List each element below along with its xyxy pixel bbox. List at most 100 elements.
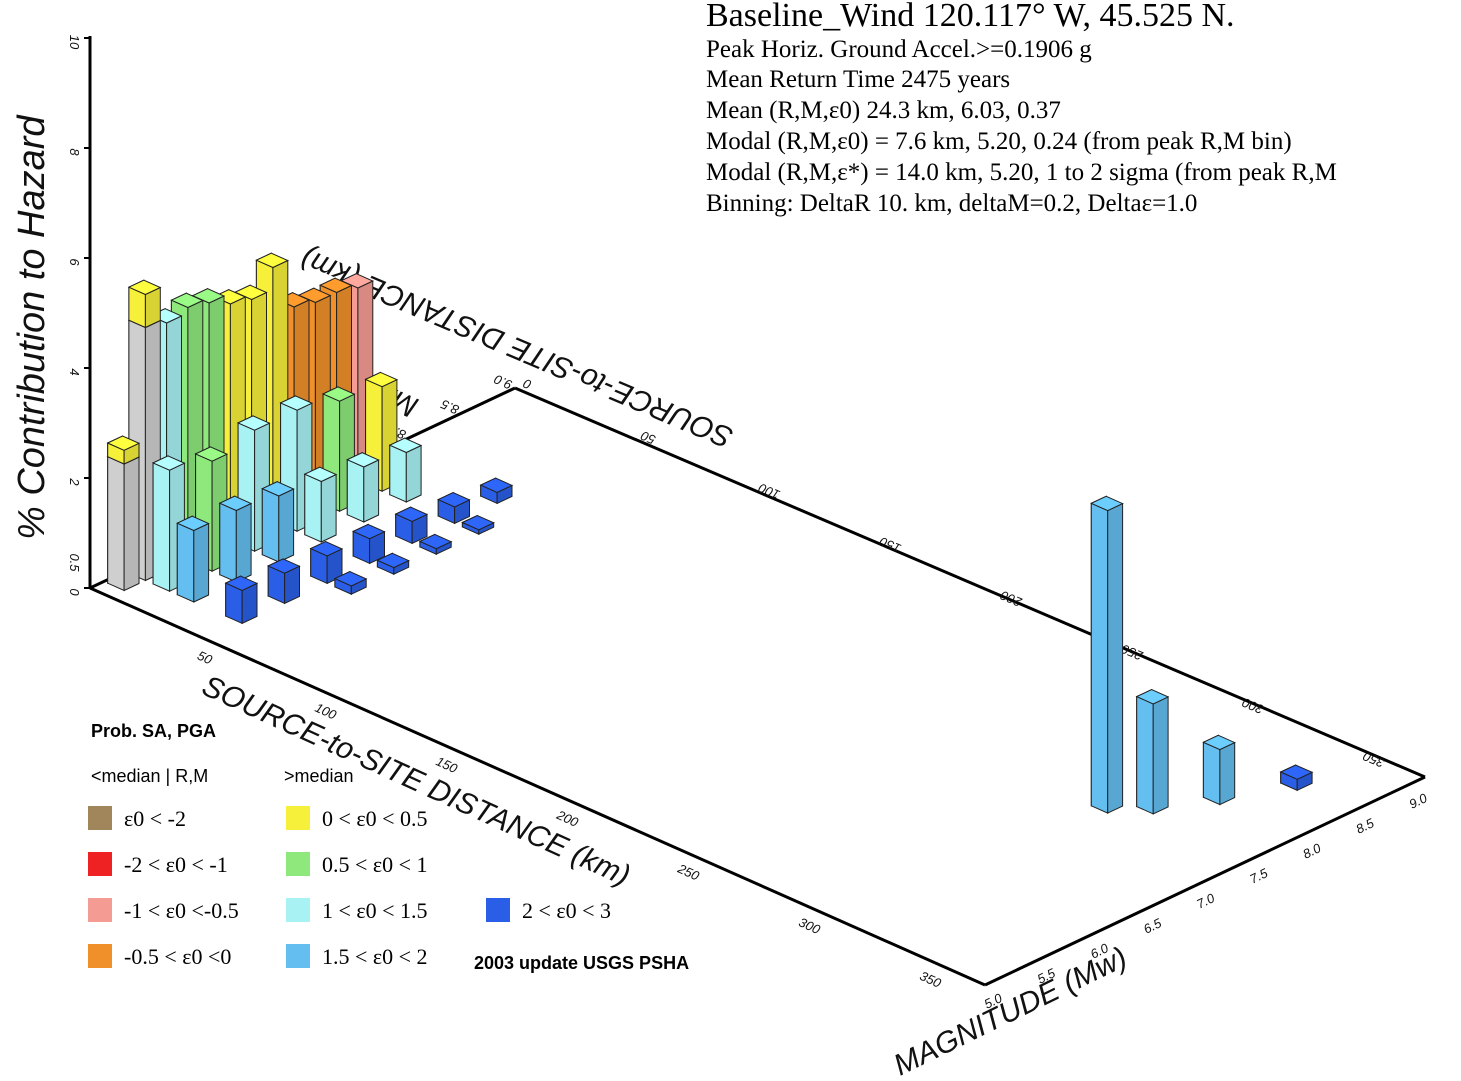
legend-item: 1.5 < ε0 < 2 (286, 944, 428, 969)
hazard-bar (333, 570, 368, 595)
legend-swatch (286, 944, 310, 968)
hazard-bar (1135, 688, 1170, 815)
z-tick-label: 0 (67, 588, 82, 596)
bar-segment-side-face (123, 456, 140, 592)
z-axis-title: % Contribution to Hazard (11, 114, 53, 540)
hazard-bar (309, 540, 344, 585)
bar-segment-top-face (212, 289, 247, 305)
legend: Prob. SA, PGA <median | R,M >median ε0 <… (88, 721, 689, 973)
hazard-bar (266, 558, 301, 605)
z-tick-label: 10 (67, 35, 82, 50)
bar-segment-top-face (351, 523, 386, 540)
bar-segment-top-face (266, 558, 301, 574)
legend-item: -1 < ε0 <-0.5 (88, 898, 239, 923)
bar-segment-top-face (106, 435, 141, 451)
bar-segment-top-face (224, 575, 259, 591)
legend-below-median-label: <median | R,M (91, 766, 208, 786)
right-magnitude-axis-line (984, 775, 1426, 987)
bar-segment-top-face (1090, 495, 1124, 512)
legend-items: ε0 < -2 -2 < ε0 < -1 -1 < ε0 <-0.5 -0.5 < ε… (88, 806, 611, 969)
back-distance-tick-label: 100 (756, 480, 783, 503)
hazard-bar (388, 437, 423, 503)
info-line: Binning: DeltaR 10. km, deltaM=0.2, Delt… (706, 190, 1197, 217)
magnitude-tick-label: 6.5 (1141, 915, 1165, 937)
legend-swatch (286, 852, 310, 876)
bar-segment-top-face (333, 571, 368, 587)
bar-segment-top-face (461, 514, 495, 531)
legend-item: ε0 < -2 (88, 806, 186, 831)
legend-swatch (88, 852, 112, 876)
legend-item: 2 < ε0 < 3 (486, 898, 611, 923)
bar-segment-top-face (194, 446, 229, 462)
bar-segment-top-face (236, 415, 271, 431)
legend-item: -2 < ε0 < -1 (88, 852, 228, 877)
back-distance-tick-label: 0 (520, 376, 533, 393)
magnitude-tick-label: 6.0 (1088, 940, 1112, 962)
legend-swatch (286, 898, 310, 922)
front-distance-tick-label: 300 (797, 914, 824, 937)
bar-segment-top-face (346, 452, 380, 468)
hazard-bar (106, 435, 141, 592)
bar-segment-side-face (363, 459, 380, 523)
legend-label: ε0 < -2 (124, 806, 186, 831)
bar-segment-top-face (1202, 734, 1236, 751)
bar-segment-side-face (1152, 696, 1169, 815)
hazard-bar (394, 506, 429, 545)
bar-segment-top-face (318, 277, 353, 294)
legend-heading: Prob. SA, PGA (91, 721, 216, 741)
legend-label: 0 < ε0 < 0.5 (322, 806, 428, 831)
bar-segment-side-face (405, 444, 422, 503)
bar-segment-side-face (320, 473, 337, 543)
hazard-bar (461, 514, 495, 535)
hazard-bar (1202, 734, 1236, 806)
front-distance-axis-line (89, 586, 986, 987)
legend-label: 0.5 < ε0 < 1 (322, 852, 428, 877)
legend-label: 1 < ε0 < 1.5 (322, 898, 428, 923)
back-magnitude-tick-label: 8.5 (438, 396, 461, 417)
bar-segment-front-face (1136, 695, 1154, 815)
legend-swatch (88, 944, 112, 968)
magnitude-axis-title: MAGNITUDE (Mw) (889, 941, 1133, 1081)
info-line: Mean (R,M,ε0) 24.3 km, 6.03, 0.37 (706, 97, 1061, 124)
bar-segment-top-face (1135, 689, 1170, 705)
legend-above-median-label: >median (284, 766, 354, 786)
credit-label: 2003 update USGS PSHA (474, 953, 689, 973)
legend-label: -0.5 < ε0 <0 (124, 944, 231, 969)
info-line: Mean Return Time 2475 years (706, 66, 1010, 93)
bar-segment-front-face (1202, 741, 1221, 806)
legend-swatch (88, 806, 112, 830)
magnitude-tick-label: 8.0 (1300, 840, 1324, 862)
front-distance-tick-label: 250 (675, 860, 703, 883)
hazard-bar (351, 523, 386, 565)
z-tick-label: 8 (67, 148, 82, 156)
legend-label: -1 < ε0 <-0.5 (124, 898, 239, 923)
bar-segment-top-face (436, 492, 471, 508)
bar-segment-top-face (479, 477, 514, 493)
bar-segment-top-face (418, 533, 453, 550)
bar-segment-front-face (389, 444, 407, 503)
bar-segment-side-face (193, 522, 210, 603)
bar-segment-top-face (309, 541, 344, 557)
z-minor-tick-label: 0.5 (67, 553, 82, 572)
info-block: Baseline_Wind 120.117° W, 45.525 N. Peak… (706, 0, 1337, 217)
bar-segment-front-face (261, 487, 280, 563)
bar-segment-top-face (1279, 764, 1314, 780)
chart-title: Baseline_Wind 120.117° W, 45.525 N. (706, 0, 1235, 34)
bar-segment-side-face (1107, 502, 1124, 814)
z-tick-label: 6 (67, 258, 82, 266)
legend-label: -2 < ε0 < -1 (124, 852, 228, 877)
hazard-bar (261, 480, 295, 563)
bar-segment-side-face (1219, 741, 1236, 806)
info-line: Modal (R,M,ε0) = 7.6 km, 5.20, 0.24 (fro… (706, 128, 1292, 155)
legend-label: 1.5 < ε0 < 2 (322, 944, 428, 969)
bar-segment-top-face (255, 252, 290, 269)
bar-segment-front-face (152, 462, 171, 592)
bar-segment-top-face (176, 515, 210, 532)
bar-segment-top-face (364, 371, 399, 388)
magnitude-tick-label: 7.5 (1247, 865, 1271, 887)
hazard-bar (376, 552, 410, 575)
bar-segment-side-face (278, 488, 295, 563)
info-line: Peak Horiz. Ground Accel.>=0.1906 g (706, 36, 1092, 63)
magnitude-tick-label: 5.5 (1035, 965, 1059, 987)
